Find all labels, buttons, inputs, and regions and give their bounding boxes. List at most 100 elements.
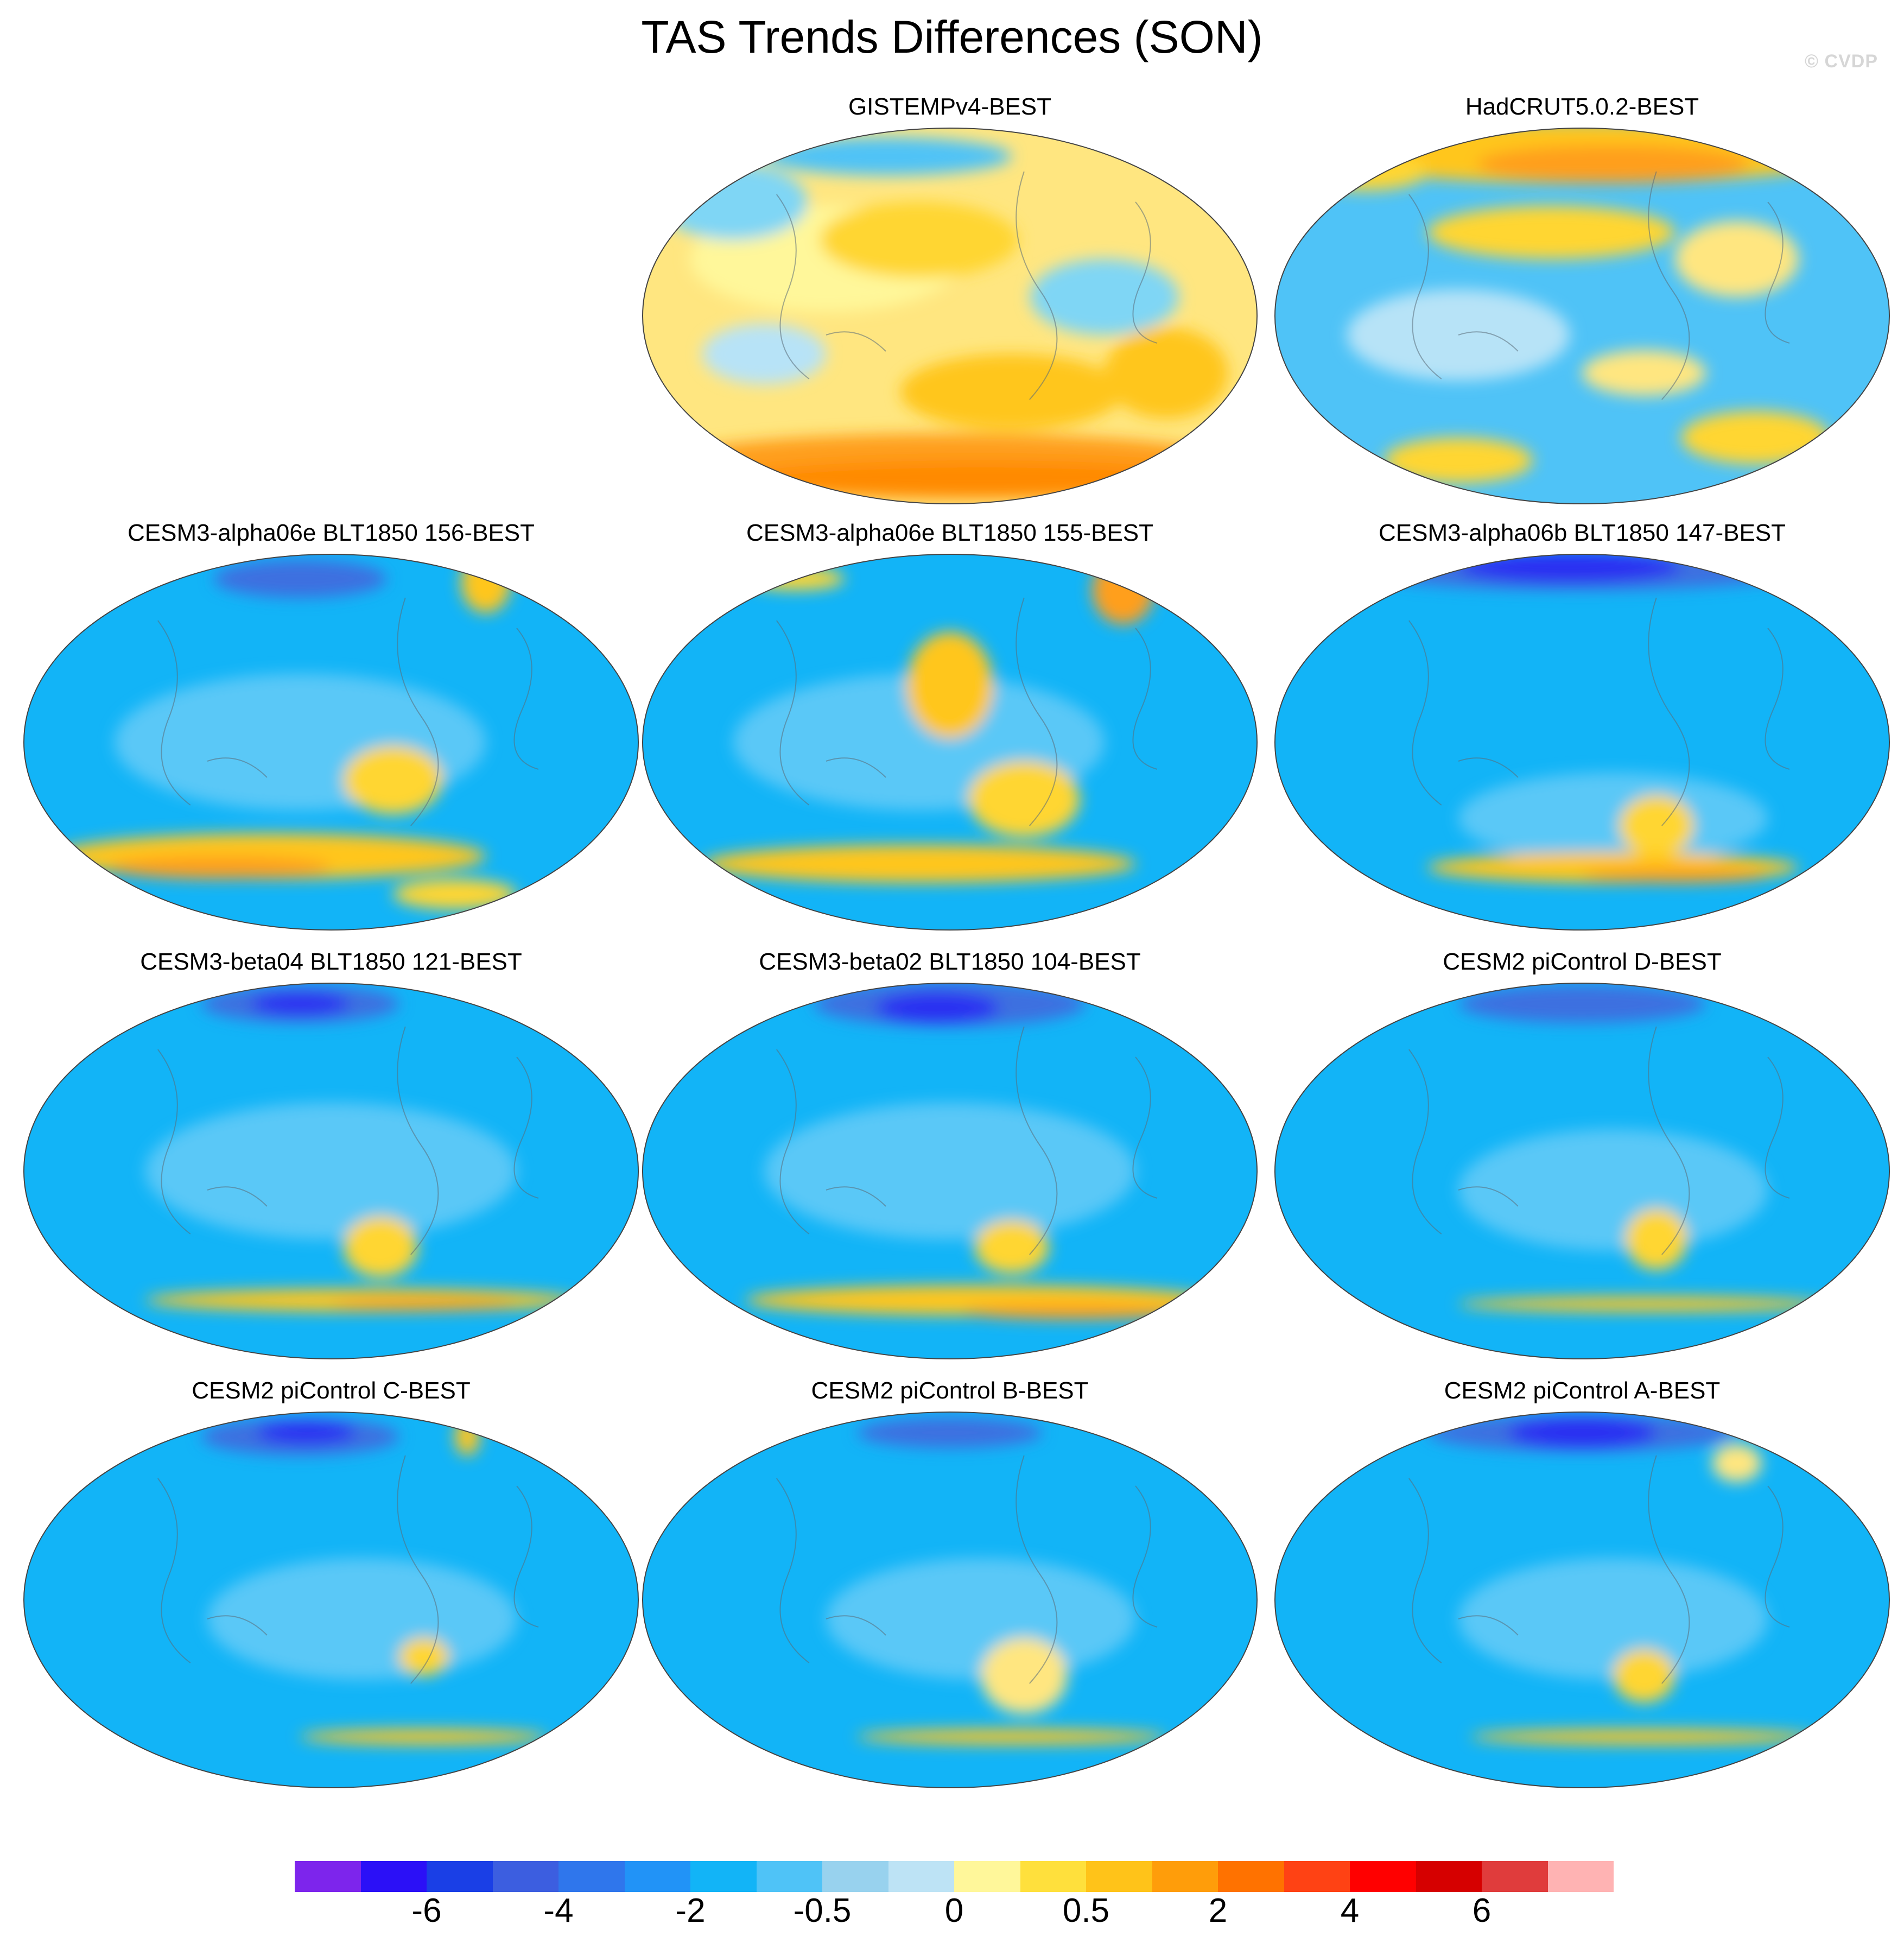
anomaly-region — [702, 845, 1135, 883]
colorbar-box — [1152, 1861, 1218, 1892]
colorbar-box — [1350, 1861, 1416, 1892]
map-panel-hadcrut: HadCRUT5.0.2-BEST — [1273, 92, 1892, 506]
anomaly-region — [1030, 259, 1179, 335]
anomaly-region — [764, 1103, 1135, 1239]
anomaly-region — [1458, 554, 1681, 583]
map-cesm3-147 — [1274, 554, 1890, 931]
map-hadcrut — [1274, 128, 1890, 504]
coastline — [1408, 1026, 1790, 1255]
anomaly-region — [875, 992, 1000, 1023]
anomaly-region — [1619, 795, 1694, 856]
map-outline — [1274, 128, 1890, 504]
colorbar-box — [1020, 1861, 1086, 1892]
anomaly-region — [857, 1417, 1043, 1448]
map-panel-cesm3-beta04: CESM3-beta04 BLT1850 121-BEST — [22, 947, 640, 1361]
map-cesm3-156 — [23, 554, 639, 931]
anomaly-region — [1458, 985, 1706, 1023]
anomaly-region — [108, 856, 332, 879]
colorbar-tick-label: 0.5 — [1062, 1892, 1110, 1929]
anomaly-region — [1582, 350, 1706, 396]
colorbar-box — [888, 1861, 954, 1892]
coastline — [157, 1455, 539, 1684]
map-cesm3-155 — [642, 554, 1258, 931]
map-outline — [23, 983, 639, 1359]
map-outline — [23, 554, 639, 931]
map-panel-cesm2-b: CESM2 piControl B-BEST — [640, 1376, 1259, 1790]
anomaly-region — [1458, 773, 1768, 864]
colorbar-tick-label: -6 — [411, 1892, 442, 1929]
watermark: © CVDP — [1805, 51, 1878, 72]
anomaly-region — [1675, 221, 1799, 297]
anomaly-region — [1712, 1444, 1762, 1482]
colorbar-box — [756, 1861, 822, 1892]
colorbar — [295, 1861, 1614, 1892]
anomaly-region — [1681, 411, 1830, 464]
map-cesm2-a — [1274, 1412, 1890, 1788]
panel-title: CESM3-alpha06e BLT1850 155-BEST — [746, 520, 1154, 546]
colorbar-box — [1218, 1861, 1284, 1892]
anomaly-region — [393, 879, 517, 909]
panel-title: CESM2 piControl A-BEST — [1444, 1377, 1721, 1404]
anomaly-region — [906, 632, 993, 738]
anomaly-region — [900, 354, 1124, 430]
anomaly-region — [343, 1217, 418, 1277]
anomaly-region — [1470, 1729, 1818, 1744]
colorbar-tick-label: 6 — [1472, 1892, 1492, 1929]
anomaly-region — [207, 1558, 517, 1680]
colorbar-box — [624, 1861, 690, 1892]
map-outline — [642, 128, 1258, 504]
map-cesm3-beta02 — [642, 983, 1258, 1359]
panel-title: CESM3-beta04 BLT1850 121-BEST — [140, 948, 522, 975]
map-panel-gistemp: GISTEMPv4-BEST — [640, 92, 1259, 506]
colorbar-box — [492, 1861, 558, 1892]
anomaly-region — [1105, 327, 1228, 419]
anomaly-region — [1092, 556, 1154, 624]
anomaly-region — [962, 1304, 1185, 1319]
colorbar-box — [1284, 1861, 1350, 1892]
map-panel-cesm3-beta02: CESM3-beta02 BLT1850 104-BEST — [640, 947, 1259, 1361]
coastline — [1408, 597, 1790, 826]
anomaly-region — [300, 1729, 548, 1744]
panel-title: CESM3-alpha06e BLT1850 156-BEST — [127, 520, 535, 546]
coastline — [1408, 1455, 1790, 1684]
map-outline — [1274, 554, 1890, 931]
anomaly-region — [1625, 1209, 1687, 1270]
anomaly-region — [213, 560, 387, 598]
colorbar-tick-label: -4 — [543, 1892, 574, 1929]
map-panel-cesm3-147: CESM3-alpha06b BLT1850 147-BEST — [1273, 518, 1892, 932]
colorbar-box — [427, 1861, 493, 1892]
anomaly-region — [826, 1558, 1135, 1680]
map-cesm2-b — [642, 1412, 1258, 1788]
anomaly-region — [250, 992, 350, 1015]
map-outline — [642, 554, 1258, 931]
panel-title: CESM3-beta02 BLT1850 104-BEST — [759, 948, 1141, 975]
map-panel-cesm2-d: CESM2 piControl D-BEST — [1273, 947, 1892, 1361]
colorbar-tick-label: -2 — [675, 1892, 706, 1929]
colorbar-tick-label: 4 — [1340, 1892, 1360, 1929]
anomaly-region — [1613, 1649, 1675, 1703]
colorbar-box — [690, 1861, 757, 1892]
anomaly-region — [857, 1729, 1166, 1744]
colorbar-tick-label: 0 — [944, 1892, 964, 1929]
anomaly-region — [968, 761, 1080, 837]
coastline — [157, 597, 539, 826]
anomaly-region — [764, 137, 1012, 175]
anomaly-region — [820, 202, 1018, 278]
anomaly-region — [145, 1103, 517, 1239]
anomaly-region — [981, 1638, 1068, 1714]
figure-title: TAS Trends Differences (SON) — [641, 11, 1263, 62]
panel-title: CESM2 piControl C-BEST — [192, 1377, 471, 1404]
coastline — [776, 1455, 1158, 1684]
map-panel-cesm3-156: CESM3-alpha06e BLT1850 156-BEST — [22, 518, 640, 932]
panel-title: GISTEMPv4-BEST — [848, 93, 1052, 120]
map-cesm2-d — [1274, 983, 1890, 1359]
panel-title: CESM2 piControl B-BEST — [811, 1377, 1089, 1404]
anomaly-region — [1508, 1417, 1657, 1448]
colorbar-box — [822, 1861, 888, 1892]
anomaly-region — [1582, 868, 1768, 883]
anomaly-region — [1458, 1296, 1830, 1312]
coastline — [776, 597, 1158, 826]
anomaly-region — [1304, 153, 1427, 191]
anomaly-region — [745, 567, 845, 590]
anomaly-region — [974, 1220, 1049, 1274]
